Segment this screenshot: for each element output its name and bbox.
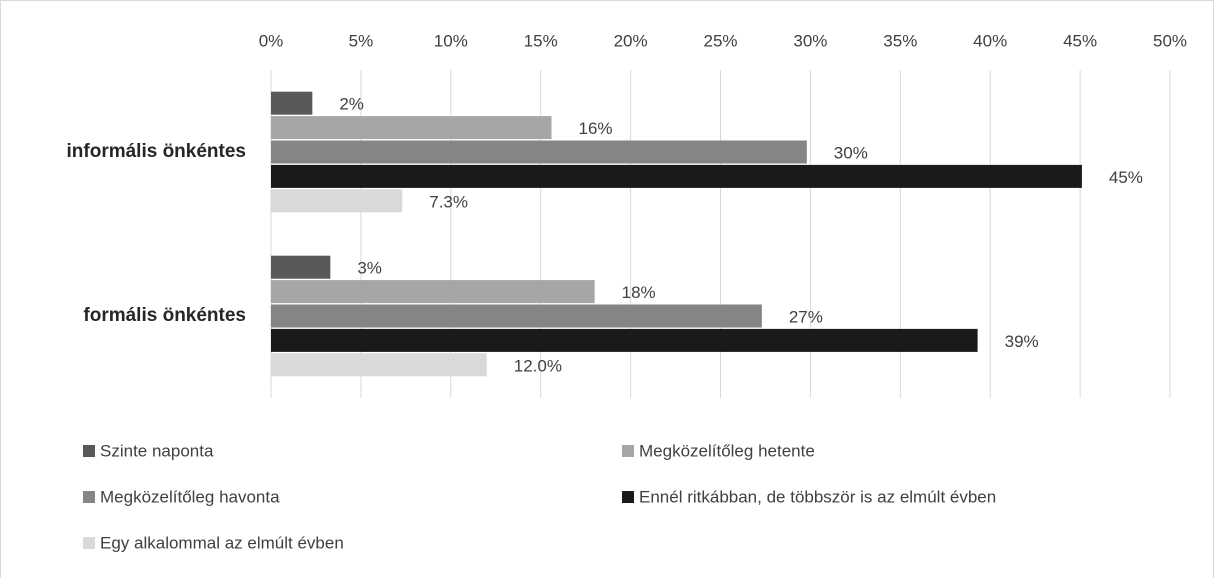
bar	[271, 328, 978, 352]
legend-label: Szinte naponta	[100, 441, 214, 460]
data-label: 7.3%	[429, 192, 468, 211]
data-label: 16%	[578, 119, 612, 138]
x-tick-label: 20%	[614, 31, 648, 50]
bar	[271, 91, 313, 115]
bar	[271, 189, 403, 213]
data-label: 18%	[622, 283, 656, 302]
bar	[271, 353, 487, 377]
x-tick-label: 10%	[434, 31, 468, 50]
legend-label: Egy alkalommal az elmúlt évben	[100, 533, 344, 552]
data-label: 27%	[789, 307, 823, 326]
legend-swatch	[83, 537, 95, 549]
x-tick-label: 35%	[883, 31, 917, 50]
x-tick-label: 45%	[1063, 31, 1097, 50]
data-label: 3%	[357, 259, 382, 278]
legend-swatch	[622, 445, 634, 457]
bar	[271, 304, 762, 328]
category-label: informális önkéntes	[67, 141, 247, 162]
data-label: 30%	[834, 143, 868, 162]
bar	[271, 280, 595, 304]
legend-label: Megközelítőleg hetente	[639, 441, 815, 460]
legend-label: Megközelítőleg havonta	[100, 487, 280, 506]
x-tick-label: 0%	[259, 31, 284, 50]
bar	[271, 116, 552, 140]
x-tick-label: 5%	[349, 31, 374, 50]
data-label: 12.0%	[514, 356, 562, 375]
bar	[271, 164, 1082, 188]
legend-swatch	[622, 491, 634, 503]
bar	[271, 140, 807, 164]
data-label: 39%	[1005, 332, 1039, 351]
x-tick-label: 30%	[793, 31, 827, 50]
x-tick-label: 25%	[703, 31, 737, 50]
legend-swatch	[83, 491, 95, 503]
legend-swatch	[83, 445, 95, 457]
category-label: formális önkéntes	[83, 305, 246, 326]
x-tick-label: 40%	[973, 31, 1007, 50]
bar	[271, 255, 331, 279]
legend-label: Ennél ritkábban, de többször is az elmúl…	[639, 487, 996, 506]
x-tick-label: 50%	[1153, 31, 1187, 50]
data-label: 2%	[339, 95, 364, 114]
x-tick-label: 15%	[524, 31, 558, 50]
data-label: 45%	[1109, 168, 1143, 187]
